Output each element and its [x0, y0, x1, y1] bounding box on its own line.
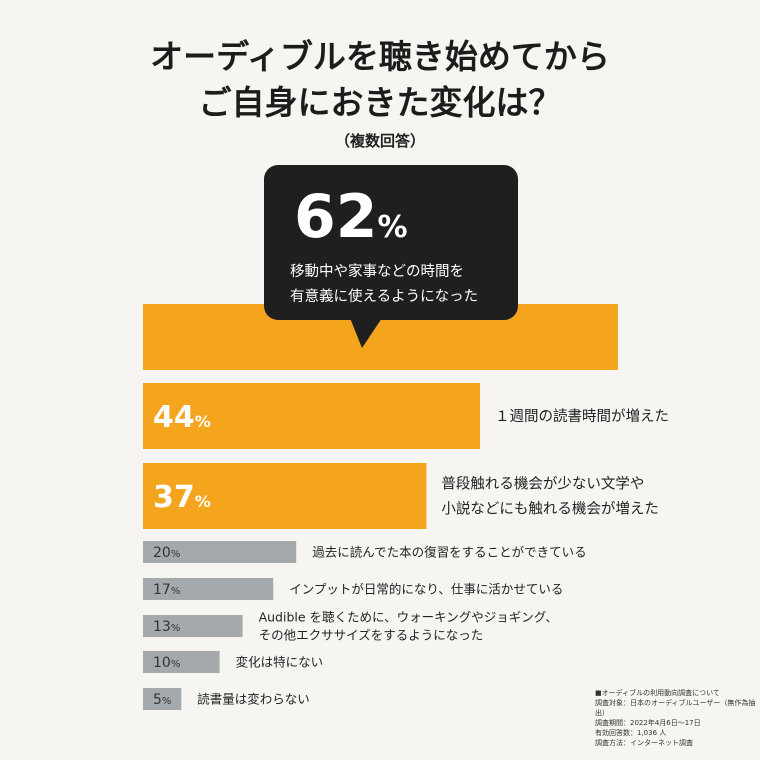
footnote-line: 調査期間：2022年4月6日～17日 [595, 719, 701, 727]
bar [143, 615, 243, 637]
data-label: 20% [153, 545, 180, 561]
highlight-callout: 62% 移動中や家事などの時間を 有意義に使えるようになった [264, 165, 518, 320]
callout-number: 62 [294, 182, 378, 252]
category-label: 変化は特にない [236, 655, 324, 670]
data-label: 10% [153, 655, 180, 671]
bar [143, 541, 297, 563]
callout-line1: 移動中や家事などの時間を [290, 264, 464, 280]
data-label: 5% [153, 692, 171, 708]
callout-value: 62% [294, 187, 408, 258]
chart-title-line2: ご自身におきた変化は？ [198, 83, 562, 122]
data-label: 13% [153, 619, 180, 635]
category-label: 読書量は変わらない [197, 692, 310, 707]
footnote-line: 有効回答数：1,036 人 [595, 729, 667, 737]
category-label: その他エクササイズをするようになった [259, 628, 484, 643]
category-label: 小説などにも触れる機会が増えた [441, 501, 659, 518]
bar [143, 651, 220, 673]
category-label: 普段触れる機会が少ない文学や [441, 476, 644, 493]
callout-description: 移動中や家事などの時間を 有意義に使えるようになった [290, 260, 478, 310]
bar [143, 383, 481, 449]
chart-subtitle: （複数回答） [334, 132, 425, 150]
footnote-line: ■オーディブルの利用動向調査について [595, 689, 720, 697]
callout-pointer [350, 318, 382, 348]
category-label: 過去に読んでた本の復習をすることができている [312, 545, 586, 560]
category-label: Audible を聴くために、ウォーキングやジョギング、 [259, 610, 558, 625]
footnote-line: 調査対象：日本のオーディブルユーザー（無作為抽出） [595, 699, 756, 717]
footnote-line: 調査方法：インターネット調査 [595, 739, 693, 747]
bar [143, 688, 182, 710]
category-label: １週間の読書時間が増えた [495, 408, 669, 425]
category-label: インプットが日常的になり、仕事に活かせている [289, 582, 563, 597]
bar [143, 578, 274, 600]
callout-line2: 有意義に使えるようになった [290, 289, 479, 305]
chart-title-line1: オーディブルを聴き始めてから [150, 37, 610, 76]
survey-footnote: ■オーディブルの利用動向調査について調査対象：日本のオーディブルユーザー（無作為… [595, 688, 760, 748]
data-label: 17% [153, 582, 180, 598]
bar [143, 463, 427, 529]
callout-unit: % [377, 210, 408, 245]
